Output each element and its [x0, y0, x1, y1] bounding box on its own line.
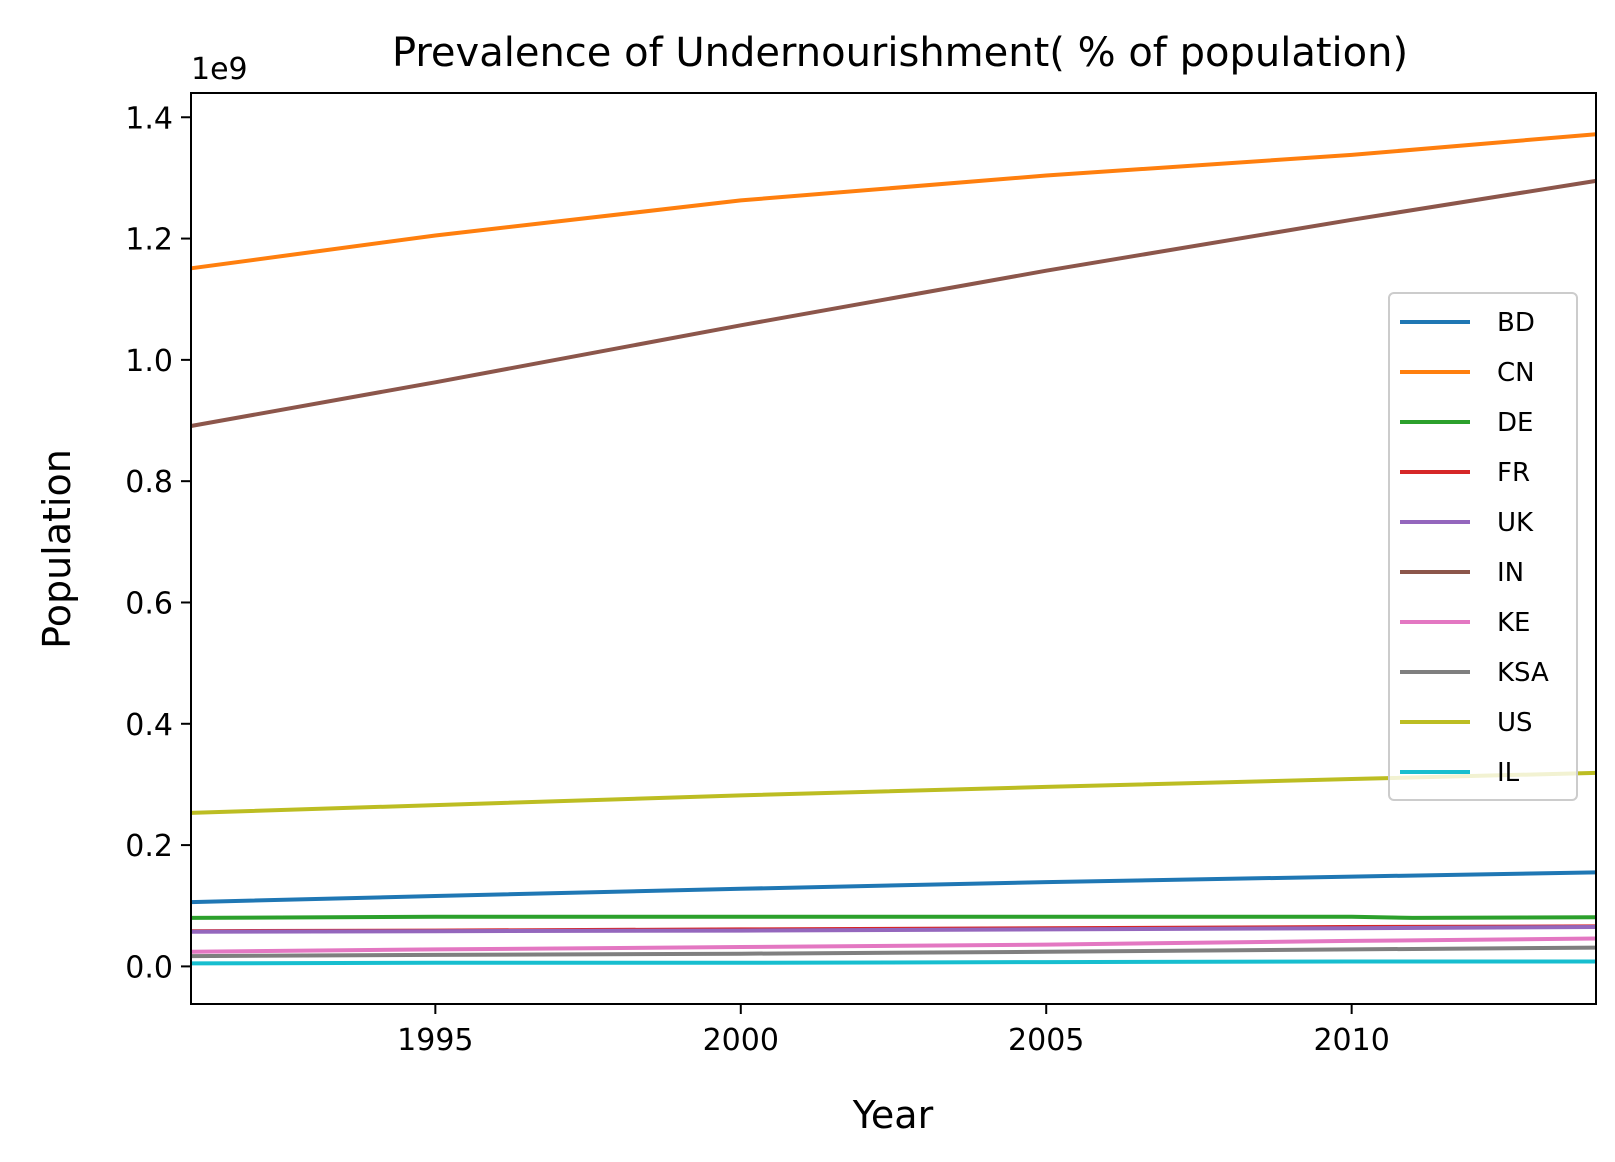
legend-label-cn: CN — [1497, 358, 1535, 388]
y-tick-label: 0.0 — [125, 950, 173, 985]
plot-background — [191, 93, 1596, 1004]
legend-label-il: IL — [1497, 758, 1520, 788]
x-tick-label: 1995 — [397, 1023, 473, 1058]
legend: BD CN DE FR UK IN KE KSA US IL — [1388, 292, 1578, 801]
y-tick-label: 0.2 — [125, 829, 173, 864]
series-line-ke — [190, 936, 1597, 954]
x-tick-label: 2005 — [1008, 1023, 1084, 1058]
series-line-ksa — [190, 945, 1597, 959]
chart-title: Prevalence of Undernourishment( % of pop… — [392, 30, 1408, 76]
y-tick-label: 1.4 — [125, 101, 173, 136]
x-tick-label: 2000 — [703, 1023, 779, 1058]
y-tick-label: 1.0 — [125, 344, 173, 379]
x-axis-label: Year — [852, 1093, 934, 1137]
series-line-il — [190, 959, 1596, 966]
legend-label-ke: KE — [1497, 608, 1530, 638]
legend-label-de: DE — [1497, 408, 1533, 438]
series-line-de — [190, 914, 1597, 920]
legend-label-bd: BD — [1497, 308, 1535, 338]
legend-label-uk: UK — [1497, 508, 1534, 538]
y-scale-label: 1e9 — [191, 52, 248, 87]
y-tick-label: 0.8 — [125, 465, 173, 500]
axis-ticks: 1995 2000 2005 2010 0.0 0.2 0.4 0.6 0.8 1.0 1.2 1.4 — [125, 101, 1390, 1058]
y-tick-label: 0.4 — [125, 708, 173, 743]
series-lines — [190, 132, 1597, 966]
series-line-in — [190, 178, 1597, 428]
y-tick-label: 0.6 — [125, 586, 173, 621]
legend-label-us: US — [1497, 708, 1533, 738]
x-tick-label: 2010 — [1313, 1023, 1389, 1058]
series-line-uk — [190, 925, 1597, 934]
y-axis-label: Population — [35, 449, 79, 649]
series-line-bd — [190, 870, 1597, 905]
legend-label-in: IN — [1497, 558, 1524, 588]
series-line-cn — [190, 132, 1597, 271]
y-tick-label: 1.2 — [125, 223, 173, 258]
legend-label-ksa: KSA — [1497, 658, 1549, 688]
legend-label-fr: FR — [1497, 458, 1530, 488]
plot-frame — [190, 92, 1597, 1005]
